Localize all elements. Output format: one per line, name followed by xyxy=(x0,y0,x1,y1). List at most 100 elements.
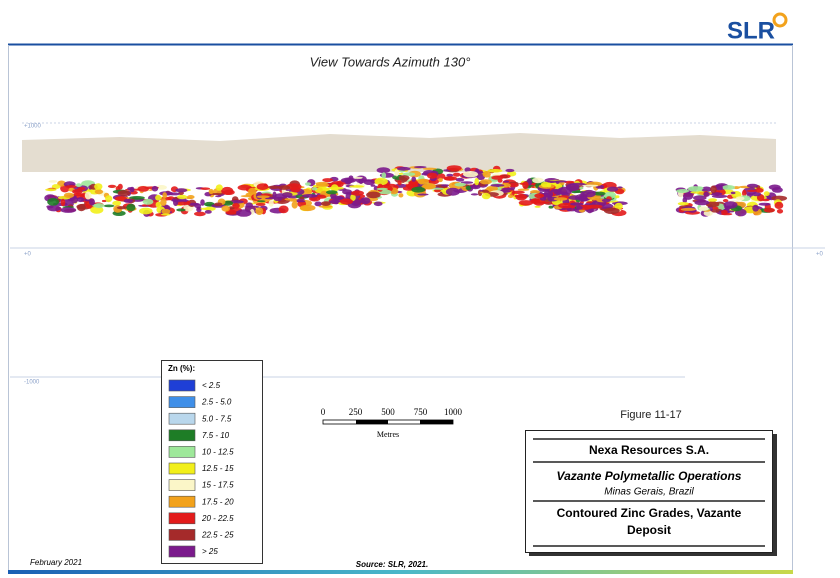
legend-label: 15 - 17.5 xyxy=(202,481,234,490)
ore-blob xyxy=(117,183,123,190)
ore-blob xyxy=(177,194,188,200)
ore-blob xyxy=(296,200,306,203)
ore-blob xyxy=(701,186,712,192)
ore-blob xyxy=(500,182,511,188)
ore-blob xyxy=(735,196,745,201)
ore-blob xyxy=(530,190,540,194)
ore-blob xyxy=(592,191,606,196)
ore-blob xyxy=(200,187,211,190)
ore-blob xyxy=(221,186,234,195)
ore-blob xyxy=(481,189,490,193)
ore-blob xyxy=(349,185,364,188)
ore-blob xyxy=(257,200,266,203)
ore-blob xyxy=(601,198,611,203)
ore-blob xyxy=(511,190,525,194)
ore-blob xyxy=(376,187,388,191)
ore-blob xyxy=(94,203,105,209)
footer-source: Source: SLR, 2021. xyxy=(356,560,428,569)
ore-blob xyxy=(340,198,353,205)
legend-label: 7.5 - 10 xyxy=(202,431,230,440)
legend-swatch xyxy=(168,429,196,442)
ore-blob xyxy=(256,195,270,199)
ore-blob xyxy=(703,210,713,217)
ore-blob xyxy=(534,205,541,208)
ore-blob xyxy=(617,186,623,189)
ore-blob xyxy=(286,183,302,190)
ore-blob xyxy=(377,183,384,192)
ore-blob xyxy=(268,199,274,207)
ore-blob xyxy=(162,192,167,199)
ore-blob xyxy=(196,206,202,213)
ore-blob xyxy=(722,185,735,190)
ore-blob xyxy=(200,207,212,210)
ore-blob xyxy=(394,169,400,177)
project: Vazante Polymetallic Operations xyxy=(557,469,742,483)
ore-blob xyxy=(376,167,391,174)
ore-blob xyxy=(548,205,554,209)
ore-blob xyxy=(603,207,620,214)
ore-blob xyxy=(168,192,181,196)
ore-blob xyxy=(398,175,410,181)
ore-blob xyxy=(405,182,418,189)
ore-blob xyxy=(89,198,95,206)
ore-blob xyxy=(77,204,86,212)
ore-blob xyxy=(505,168,515,173)
ore-blob xyxy=(291,201,298,209)
ore-blob xyxy=(427,172,438,179)
legend-title: Zn (%): xyxy=(168,364,195,373)
legend-label: 12.5 - 15 xyxy=(202,464,234,473)
ore-blob xyxy=(417,193,429,196)
ore-blob xyxy=(299,196,305,200)
ore-blob xyxy=(711,194,728,198)
ore-blob xyxy=(568,195,581,200)
ore-blob xyxy=(550,188,561,193)
legend-items: < 2.5 2.5 - 5.0 5.0 - 7.5 7.5 - 10 10 - 12.5… xyxy=(168,379,234,558)
ore-blob xyxy=(455,177,465,182)
ore-blob xyxy=(47,205,61,212)
ore-blob xyxy=(72,189,83,195)
ore-blob xyxy=(553,197,568,201)
ore-blob xyxy=(411,176,417,182)
ore-blob xyxy=(421,184,436,190)
ore-blob xyxy=(479,179,492,185)
ore-blob xyxy=(155,194,162,201)
ore-blob xyxy=(752,204,759,212)
ore-blob xyxy=(236,209,252,217)
ore-blob xyxy=(302,194,318,198)
ore-blob xyxy=(404,181,409,185)
ore-blob xyxy=(742,189,747,197)
legend-label: < 2.5 xyxy=(202,381,221,390)
ore-blob xyxy=(703,191,710,197)
ore-blob xyxy=(414,166,427,169)
ore-blob xyxy=(422,167,437,170)
ore-blob xyxy=(398,172,404,175)
ore-blob xyxy=(47,198,59,206)
ore-blob xyxy=(245,202,253,208)
elevation-label: -1000 xyxy=(24,380,40,386)
ore-blob xyxy=(255,207,264,215)
ore-blob xyxy=(755,188,764,193)
ore-blob xyxy=(763,207,776,213)
ore-blob xyxy=(522,181,529,190)
ore-blob xyxy=(351,190,364,196)
ore-blob xyxy=(334,196,344,200)
ore-blob xyxy=(708,198,718,202)
legend-label: 22.5 - 25 xyxy=(201,531,234,540)
ore-blob xyxy=(261,193,271,196)
ore-blob xyxy=(105,195,113,203)
ore-blob xyxy=(284,198,298,201)
ore-blob xyxy=(723,201,738,209)
ore-blob xyxy=(366,191,381,199)
ore-blob xyxy=(282,192,293,198)
ore-blob xyxy=(208,188,214,195)
ore-blob xyxy=(322,178,334,183)
logo-mark xyxy=(772,12,788,28)
ore-blob xyxy=(761,198,770,202)
ore-blob xyxy=(486,185,499,192)
ore-blob xyxy=(481,192,491,200)
ore-blob xyxy=(470,193,479,196)
ore-blob xyxy=(470,184,481,190)
ore-blob xyxy=(305,182,311,186)
